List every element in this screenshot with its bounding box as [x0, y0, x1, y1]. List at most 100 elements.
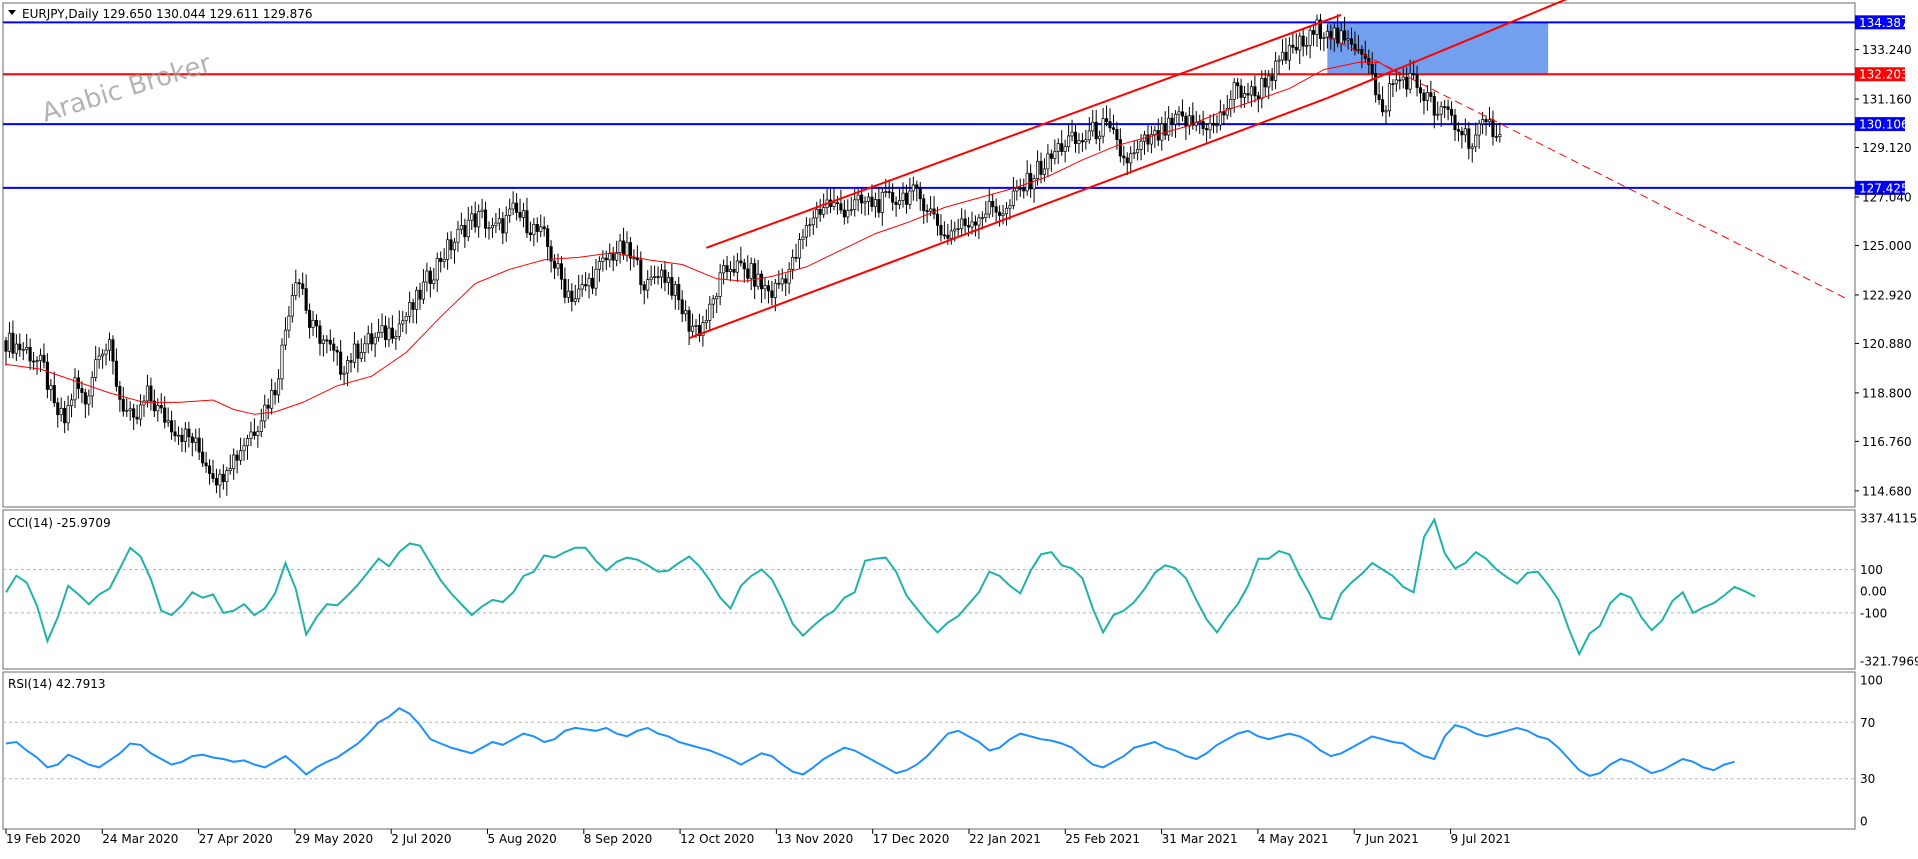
candle [1322, 32, 1326, 52]
candle [528, 221, 532, 242]
candle-body [1132, 152, 1136, 155]
candle-body [901, 192, 905, 201]
candle [1477, 119, 1481, 149]
candle [270, 378, 274, 415]
candle-body [187, 428, 191, 438]
candle [842, 199, 846, 225]
candle [673, 280, 677, 310]
cci-tick-label: -100 [1860, 606, 1887, 620]
candle-body [563, 278, 567, 298]
candle-body [991, 200, 995, 208]
candle [870, 184, 874, 212]
time-tick-label: 19 Feb 2020 [6, 832, 81, 846]
candle-body [525, 210, 529, 234]
candle-body [69, 399, 74, 407]
candle [114, 348, 118, 392]
candle [770, 281, 774, 306]
candle-body [107, 339, 112, 351]
candle [977, 213, 981, 240]
candle-body [1201, 121, 1205, 129]
candle-body [1401, 76, 1405, 81]
candle [1018, 178, 1022, 197]
candle-body [1429, 92, 1433, 97]
candle [1139, 134, 1143, 161]
candle-body [1180, 111, 1185, 117]
candle-body [252, 431, 256, 436]
candle [249, 421, 253, 447]
candle-body [580, 284, 584, 290]
candle-body [1039, 160, 1043, 175]
candle [118, 380, 122, 412]
candle [1094, 109, 1098, 145]
candle-body [939, 225, 943, 236]
candle-body [273, 389, 277, 396]
candle [866, 192, 871, 216]
candle-body [1053, 150, 1057, 159]
candle-body [328, 339, 332, 345]
candle [653, 265, 657, 285]
candle [1287, 37, 1291, 71]
candle [780, 268, 784, 292]
candle-body [1149, 134, 1153, 145]
candle-body [111, 339, 115, 362]
candle-body [1498, 134, 1502, 137]
candle [1056, 138, 1060, 164]
candle [473, 201, 477, 233]
rsi-tick-label: 70 [1860, 716, 1875, 730]
candle [173, 420, 177, 442]
candle [294, 269, 298, 301]
candle [290, 284, 294, 323]
candle [1015, 179, 1019, 201]
candle-body [977, 217, 981, 226]
candle [925, 204, 929, 223]
candle-body [911, 184, 915, 192]
candle [911, 176, 915, 201]
candle [352, 332, 357, 369]
candle-body [1436, 113, 1440, 116]
candle [1408, 59, 1412, 94]
candle [742, 258, 746, 283]
candle [887, 179, 891, 199]
candles [4, 13, 1502, 498]
candle-body [746, 268, 750, 279]
candle [1136, 139, 1140, 161]
candle [49, 379, 53, 401]
candle-body [849, 209, 853, 211]
candle-body [1218, 111, 1222, 126]
candle [1343, 16, 1347, 44]
candle [104, 343, 108, 366]
candle-body [1305, 45, 1309, 47]
candle-body [59, 407, 63, 416]
candle [252, 418, 256, 440]
candle-body [325, 339, 329, 342]
candle-body [880, 191, 884, 213]
menu-triangle-icon[interactable] [8, 10, 16, 15]
candle-body [73, 377, 77, 401]
candle-body [1284, 51, 1288, 61]
candle [584, 272, 588, 292]
candle-body [204, 462, 208, 467]
rsi-tick-label: 0 [1860, 815, 1868, 829]
cci-panel[interactable] [2, 509, 1856, 670]
candle-body [163, 407, 167, 423]
candle-body [1115, 129, 1119, 140]
candle [873, 192, 877, 218]
price-panel[interactable] [2, 2, 1856, 508]
candle [366, 325, 370, 354]
candle [722, 259, 726, 285]
candle-body [1349, 38, 1354, 45]
rsi-panel[interactable] [2, 671, 1856, 830]
candle [935, 206, 940, 236]
candle-body [28, 347, 32, 362]
candle-body [342, 372, 346, 375]
candle-body [170, 420, 174, 433]
candle-body [377, 332, 381, 338]
candle-body [466, 219, 470, 238]
candle [756, 259, 760, 290]
candle-body [1170, 117, 1174, 125]
candle [963, 209, 967, 235]
candle-body [846, 210, 850, 218]
candle-body [270, 389, 274, 409]
candle-body [166, 420, 170, 423]
candle [197, 428, 201, 461]
